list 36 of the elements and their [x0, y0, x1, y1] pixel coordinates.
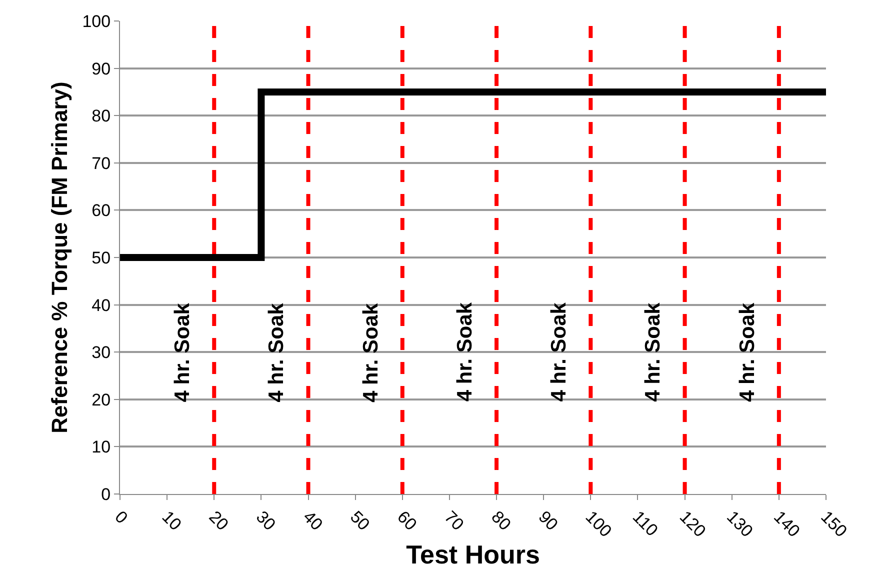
x-tick-label: 120 — [676, 507, 710, 541]
y-tick-label: 30 — [92, 343, 111, 362]
ref-line-label: 4 hr. Soak — [642, 302, 665, 402]
y-tick-label: 50 — [92, 248, 111, 268]
x-tick-label: 140 — [770, 507, 804, 541]
y-tick-label: 60 — [92, 201, 111, 220]
x-tick-label: 100 — [582, 507, 616, 541]
y-tick-label: 70 — [92, 154, 111, 173]
x-tick-label: 90 — [534, 507, 562, 534]
y-tick-label: 40 — [92, 296, 111, 315]
y-tick-label: 90 — [92, 59, 111, 78]
ref-line-label: 4 hr. Soak — [171, 302, 194, 402]
y-tick-label: 0 — [101, 484, 111, 504]
x-tick-label: 30 — [252, 507, 280, 534]
ref-line-label: 4 hr. Soak — [265, 302, 288, 402]
x-tick-label: 70 — [440, 507, 468, 534]
ref-line-label: 4 hr. Soak — [453, 302, 476, 402]
x-tick-label: 150 — [817, 507, 851, 541]
x-tick-label: 20 — [205, 507, 232, 534]
y-tick-label: 100 — [82, 12, 111, 31]
x-tick-label: 80 — [488, 507, 515, 534]
x-tick-label: 130 — [723, 507, 757, 541]
ref-line-label: 4 hr. Soak — [359, 302, 382, 402]
x-tick-label: 40 — [299, 507, 326, 534]
x-tick-label: 110 — [628, 507, 662, 540]
ref-line-label: 4 hr. Soak — [548, 302, 571, 402]
x-axis-title: Test Hours — [406, 540, 540, 570]
x-tick-label: 50 — [346, 507, 374, 534]
y-tick-label: 80 — [92, 106, 111, 126]
y-tick-label: 20 — [92, 390, 111, 410]
y-tick-label: 10 — [92, 438, 111, 457]
x-tick-label: 0 — [111, 507, 132, 528]
x-tick-label: 10 — [158, 507, 186, 534]
x-tick-label: 60 — [394, 507, 420, 534]
ref-line-label: 4 hr. Soak — [736, 302, 759, 402]
y-axis-title: Reference % Torque (FM Primary) — [47, 82, 72, 434]
